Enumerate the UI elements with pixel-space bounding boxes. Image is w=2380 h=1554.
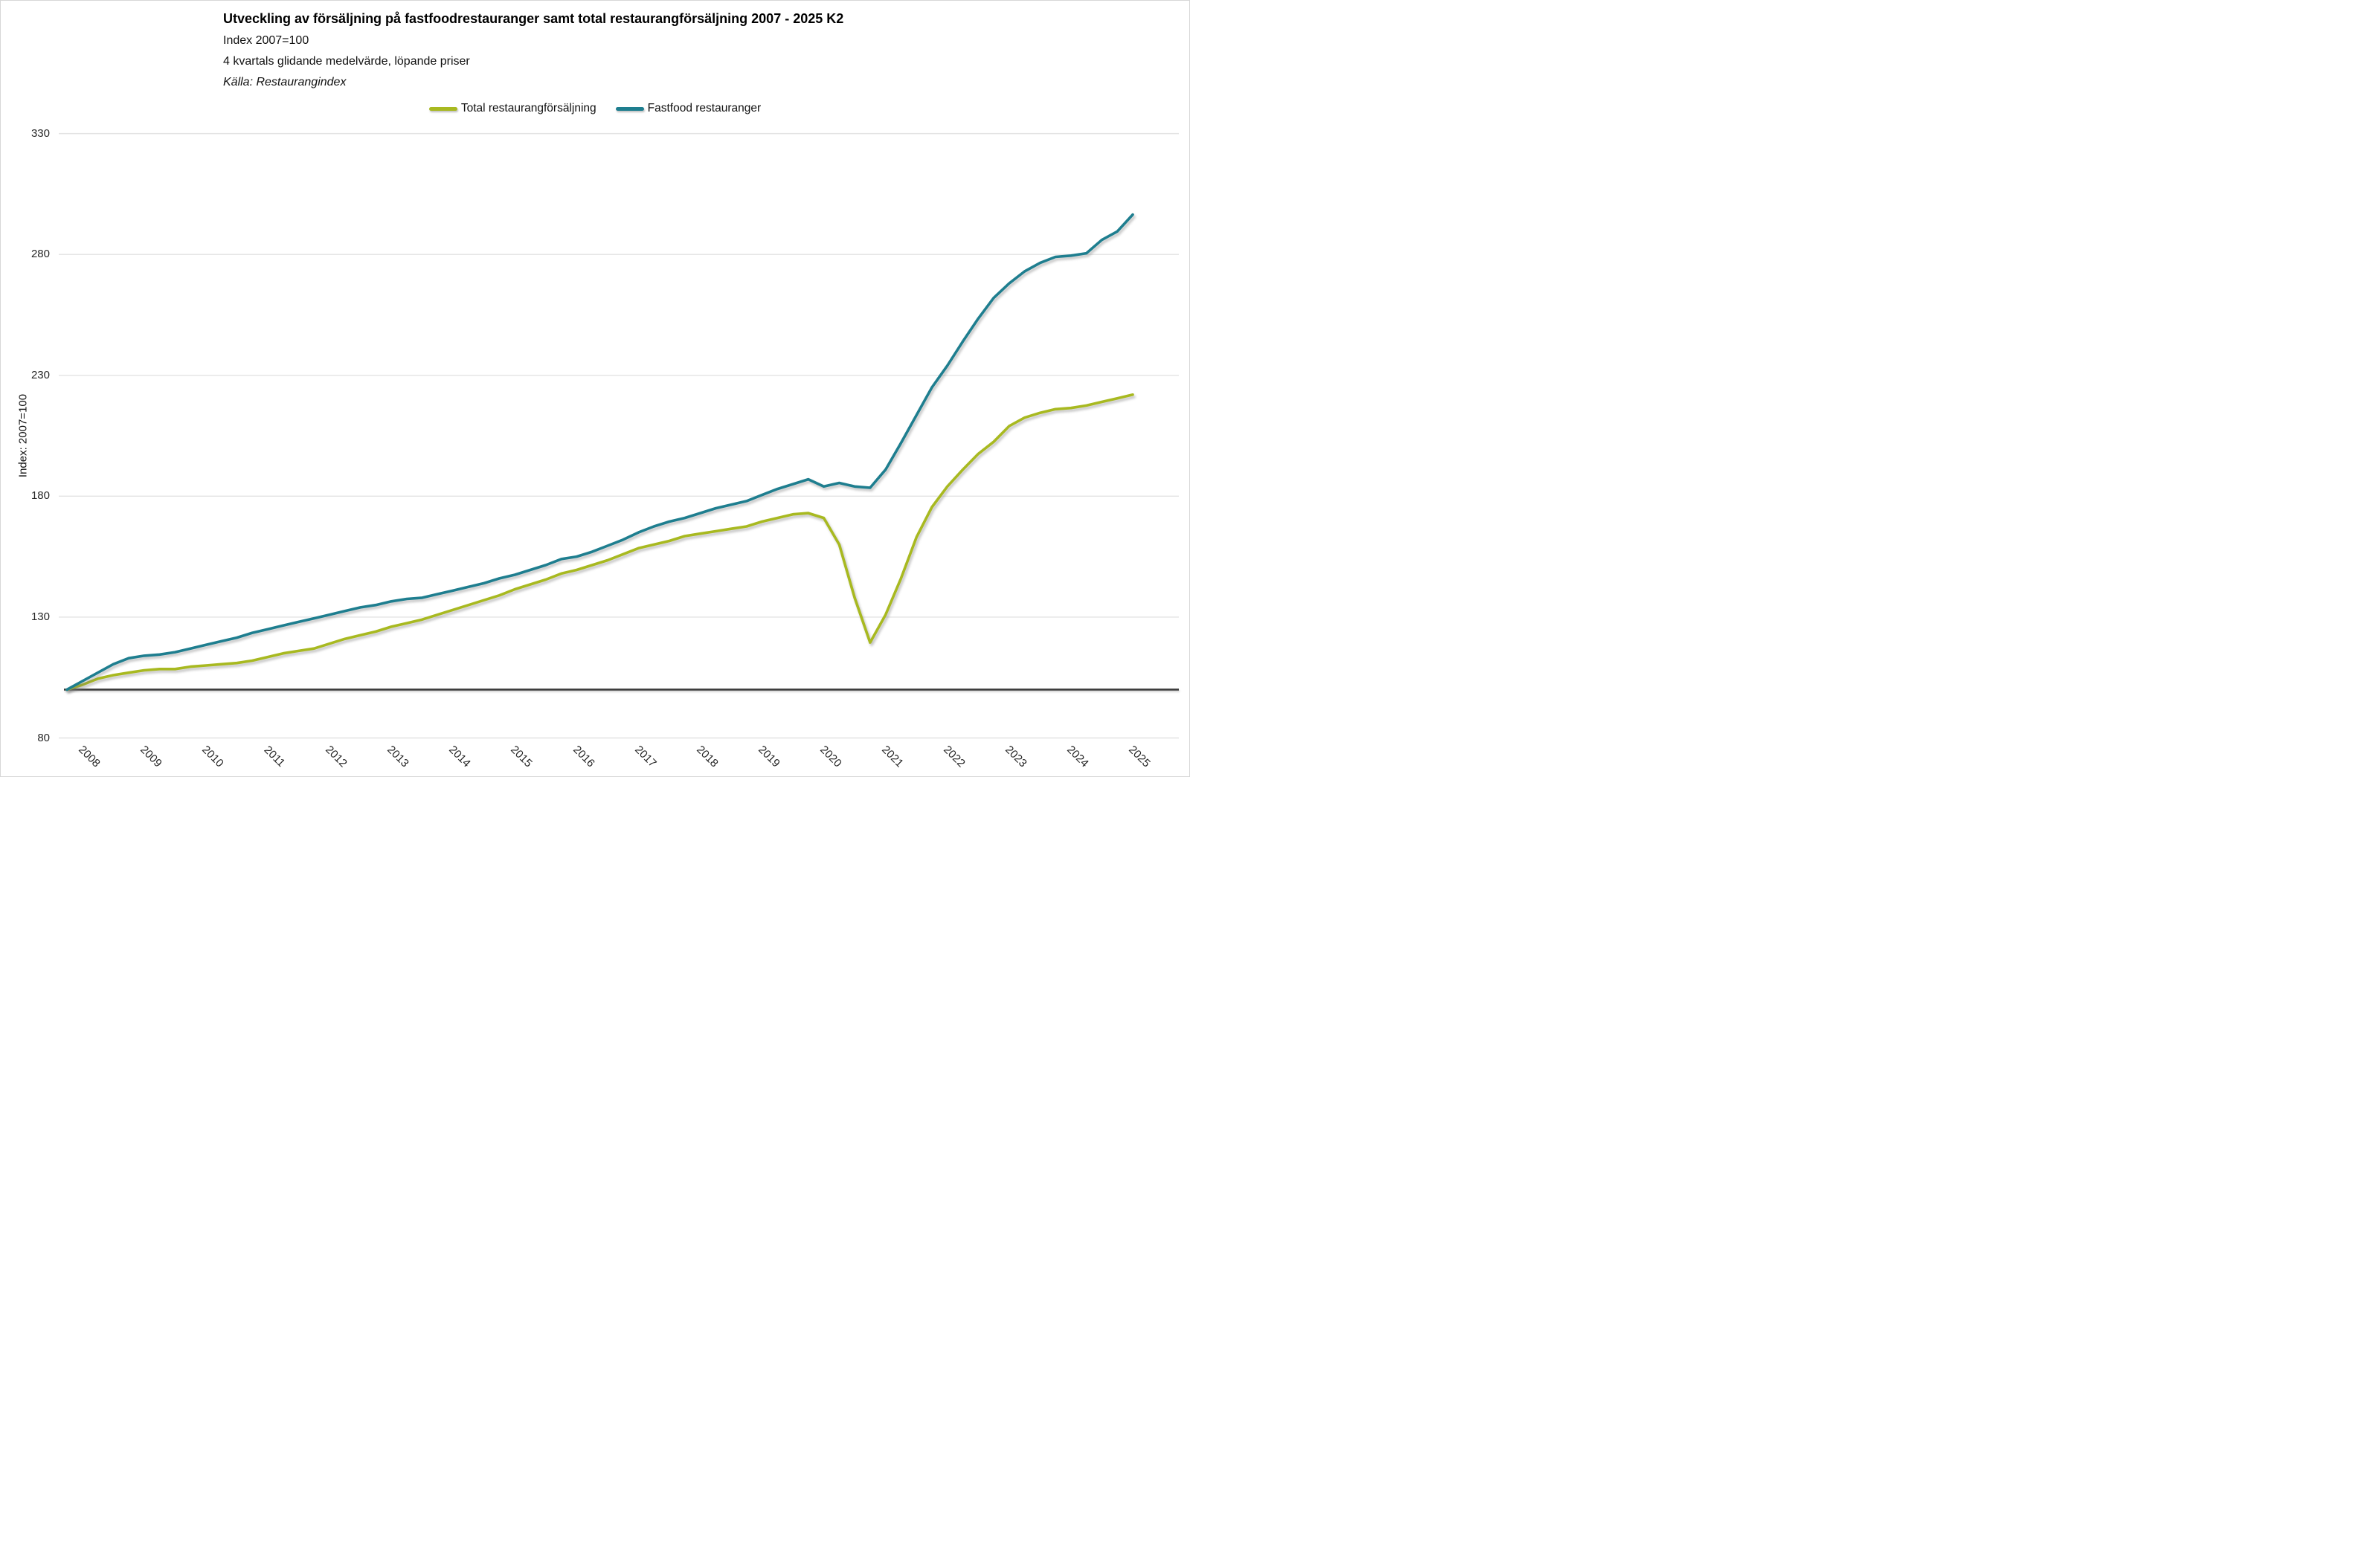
y-tick-label-230: 230 <box>30 368 50 381</box>
series-line-total <box>65 393 1134 691</box>
series-line-fastfood <box>65 213 1134 691</box>
y-tick-label-80: 80 <box>37 731 50 744</box>
legend-swatch-total <box>428 106 457 111</box>
y-tick-label-180: 180 <box>30 489 50 503</box>
chart-subtitle-index: Index 2007=100 <box>223 34 309 48</box>
y-tick-label-280: 280 <box>30 248 50 261</box>
chart-widget: Utveckling av försäljning på fastfoodres… <box>0 0 1190 777</box>
legend-label-total: Total restaurangförsäljning <box>460 102 596 115</box>
chart-source: Källa: Restaurangindex <box>223 76 347 89</box>
y-tick-label-330: 330 <box>30 126 50 140</box>
legend-label-fastfood: Fastfood restauranger <box>647 102 762 115</box>
chart-subtitle-method: 4 kvartals glidande medelvärde, löpande … <box>223 55 470 68</box>
legend: Total restaurangförsäljning Fastfood res… <box>1 102 1189 115</box>
y-tick-label-130: 130 <box>30 610 50 623</box>
plot-area <box>59 132 1179 739</box>
legend-item-fastfood: Fastfood restauranger <box>615 102 762 115</box>
legend-item-total: Total restaurangförsäljning <box>428 102 596 115</box>
chart-header: Utveckling av försäljning på fastfoodres… <box>223 10 843 88</box>
chart-title: Utveckling av försäljning på fastfoodres… <box>223 11 844 26</box>
legend-swatch-fastfood <box>615 106 644 111</box>
